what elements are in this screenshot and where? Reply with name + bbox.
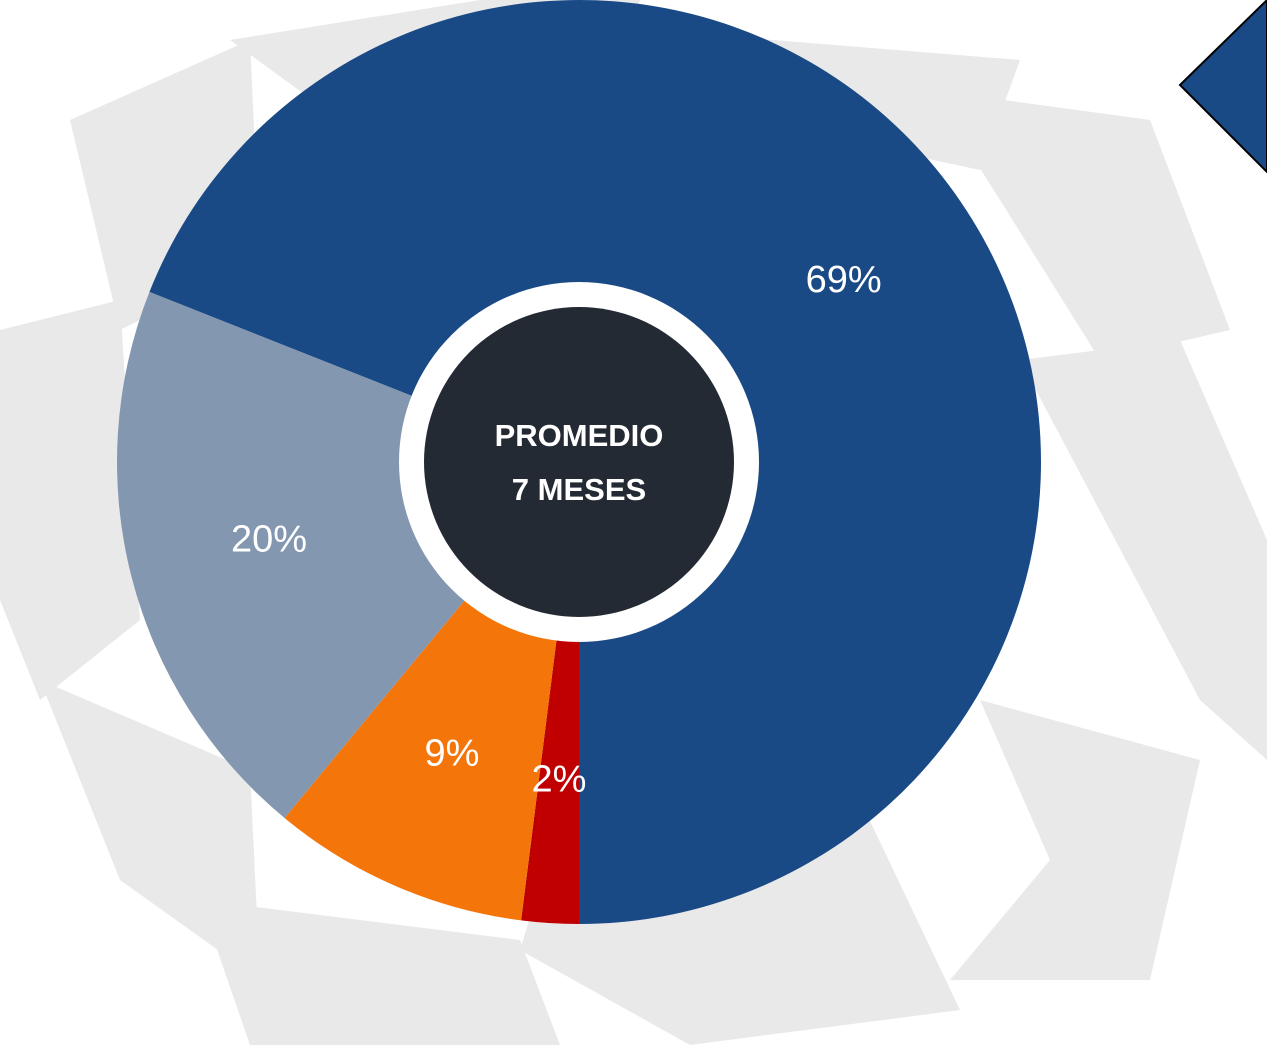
center-label: PROMEDIO: [495, 418, 664, 453]
corner-shape: [1178, 0, 1267, 174]
value-label: 20%: [231, 519, 307, 561]
value-label: 2%: [531, 758, 586, 800]
value-label: 9%: [424, 733, 479, 775]
center-disc: [424, 307, 734, 617]
value-label: 69%: [806, 259, 882, 301]
center-label: 7 MESES: [512, 472, 646, 507]
